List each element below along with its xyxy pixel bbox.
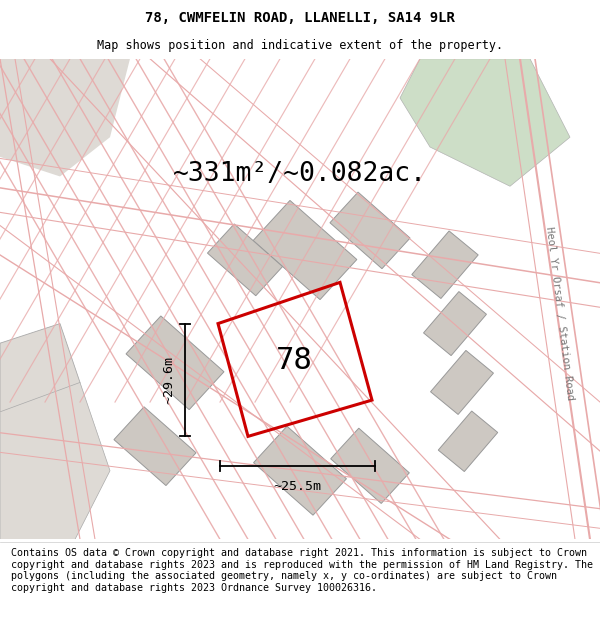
Text: ~25.5m: ~25.5m [274, 479, 322, 492]
Polygon shape [0, 382, 110, 539]
Polygon shape [424, 292, 487, 356]
Polygon shape [253, 201, 357, 299]
Text: Contains OS data © Crown copyright and database right 2021. This information is : Contains OS data © Crown copyright and d… [11, 548, 593, 592]
Text: 78: 78 [276, 346, 313, 375]
Text: Heol Yr Orsaf / Station Road: Heol Yr Orsaf / Station Road [544, 226, 575, 401]
Polygon shape [330, 192, 410, 269]
Polygon shape [431, 351, 493, 414]
Polygon shape [0, 59, 130, 176]
Polygon shape [126, 316, 224, 409]
Polygon shape [208, 224, 283, 296]
Polygon shape [400, 59, 570, 186]
Text: Map shows position and indicative extent of the property.: Map shows position and indicative extent… [97, 39, 503, 52]
Polygon shape [412, 231, 478, 299]
Polygon shape [0, 324, 80, 500]
Polygon shape [438, 411, 498, 471]
Text: ~29.6m: ~29.6m [162, 356, 175, 404]
Polygon shape [331, 428, 409, 503]
Polygon shape [114, 407, 196, 486]
Text: 78, CWMFELIN ROAD, LLANELLI, SA14 9LR: 78, CWMFELIN ROAD, LLANELLI, SA14 9LR [145, 11, 455, 24]
Text: ~331m²/~0.082ac.: ~331m²/~0.082ac. [173, 161, 427, 188]
Polygon shape [254, 426, 346, 515]
